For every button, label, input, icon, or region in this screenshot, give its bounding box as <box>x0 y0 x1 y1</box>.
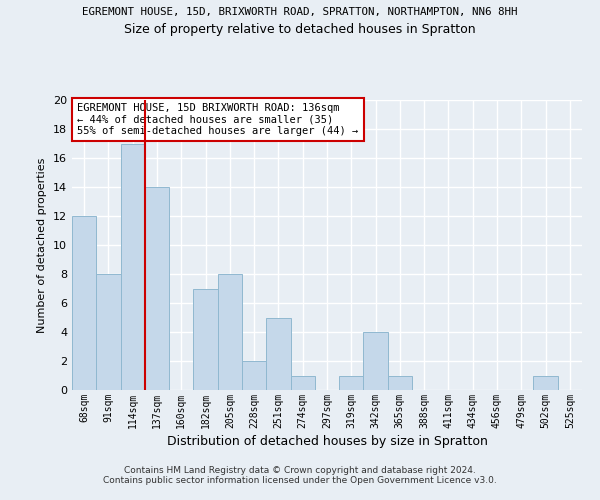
Bar <box>290 376 315 390</box>
Bar <box>218 274 242 390</box>
Text: Contains HM Land Registry data © Crown copyright and database right 2024.
Contai: Contains HM Land Registry data © Crown c… <box>103 466 497 485</box>
Bar <box>242 361 266 390</box>
Bar <box>339 376 364 390</box>
Bar <box>72 216 96 390</box>
Bar <box>364 332 388 390</box>
Text: Distribution of detached houses by size in Spratton: Distribution of detached houses by size … <box>167 435 487 448</box>
Bar <box>145 187 169 390</box>
Bar <box>193 288 218 390</box>
Text: EGREMONT HOUSE, 15D, BRIXWORTH ROAD, SPRATTON, NORTHAMPTON, NN6 8HH: EGREMONT HOUSE, 15D, BRIXWORTH ROAD, SPR… <box>82 8 518 18</box>
Bar <box>121 144 145 390</box>
Text: Size of property relative to detached houses in Spratton: Size of property relative to detached ho… <box>124 22 476 36</box>
Bar <box>266 318 290 390</box>
Bar <box>96 274 121 390</box>
Bar <box>388 376 412 390</box>
Bar <box>533 376 558 390</box>
Y-axis label: Number of detached properties: Number of detached properties <box>37 158 47 332</box>
Text: EGREMONT HOUSE, 15D BRIXWORTH ROAD: 136sqm
← 44% of detached houses are smaller : EGREMONT HOUSE, 15D BRIXWORTH ROAD: 136s… <box>77 103 358 136</box>
